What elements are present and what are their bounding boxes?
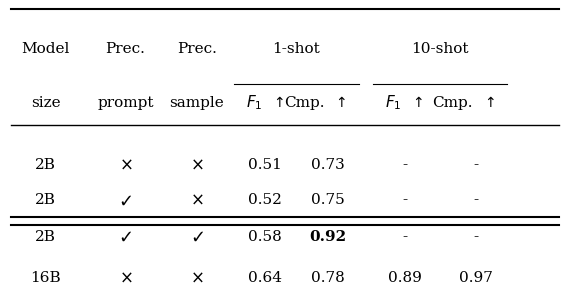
Text: -: - (474, 193, 478, 207)
Text: $\times$: $\times$ (190, 192, 203, 209)
Text: 0.58: 0.58 (248, 230, 282, 244)
Text: 2B: 2B (35, 158, 56, 172)
Text: 2B: 2B (35, 193, 56, 207)
Text: Prec.: Prec. (105, 42, 145, 56)
Text: -: - (402, 158, 407, 172)
Text: $\checkmark$: $\checkmark$ (119, 192, 132, 209)
Text: -: - (474, 158, 478, 172)
Text: $\checkmark$: $\checkmark$ (190, 228, 203, 246)
Text: $F_1$: $F_1$ (246, 93, 262, 112)
Text: 0.73: 0.73 (311, 158, 345, 172)
Text: $\times$: $\times$ (190, 157, 203, 174)
Text: -: - (474, 230, 478, 244)
Text: 1-shot: 1-shot (272, 42, 320, 56)
Text: $\uparrow$: $\uparrow$ (410, 95, 424, 110)
Text: $\uparrow$: $\uparrow$ (482, 95, 495, 110)
Text: Model: Model (22, 42, 70, 56)
Text: $F_1$: $F_1$ (385, 93, 402, 112)
Text: 2B: 2B (35, 230, 56, 244)
Text: -: - (402, 230, 407, 244)
Text: $\times$: $\times$ (119, 157, 132, 174)
Text: Prec.: Prec. (177, 42, 217, 56)
Text: Cmp.: Cmp. (433, 95, 473, 110)
Text: 0.89: 0.89 (388, 271, 422, 285)
Text: $\uparrow$: $\uparrow$ (271, 95, 284, 110)
Text: $\uparrow$: $\uparrow$ (333, 95, 347, 110)
Text: 0.51: 0.51 (248, 158, 282, 172)
Text: 0.92: 0.92 (309, 230, 347, 244)
Text: 0.78: 0.78 (311, 271, 345, 285)
Text: 10-shot: 10-shot (412, 42, 469, 56)
Text: -: - (402, 193, 407, 207)
Text: prompt: prompt (97, 95, 154, 110)
Text: $\times$: $\times$ (190, 270, 203, 287)
Text: 0.97: 0.97 (459, 271, 493, 285)
Text: 0.75: 0.75 (311, 193, 345, 207)
Text: sample: sample (169, 95, 224, 110)
Text: 16B: 16B (30, 271, 61, 285)
Text: 0.64: 0.64 (248, 271, 282, 285)
Text: Cmp.: Cmp. (284, 95, 325, 110)
Text: size: size (31, 95, 60, 110)
Text: $\checkmark$: $\checkmark$ (119, 228, 132, 246)
Text: 0.52: 0.52 (248, 193, 282, 207)
Text: $\times$: $\times$ (119, 270, 132, 287)
